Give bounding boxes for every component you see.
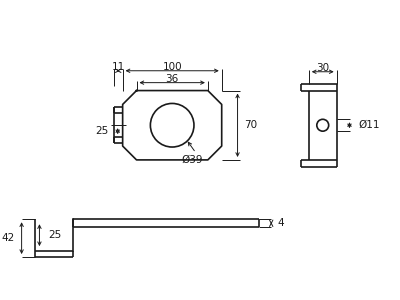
Text: 25: 25 bbox=[48, 230, 62, 240]
Text: 11: 11 bbox=[112, 62, 125, 72]
Text: 42: 42 bbox=[2, 233, 15, 243]
Text: 70: 70 bbox=[244, 120, 258, 130]
Text: Ø11: Ø11 bbox=[358, 120, 380, 130]
Text: 4: 4 bbox=[277, 218, 284, 228]
Text: 30: 30 bbox=[316, 63, 329, 73]
Text: Ø39: Ø39 bbox=[181, 155, 203, 165]
Text: 36: 36 bbox=[166, 74, 179, 84]
Text: 25: 25 bbox=[96, 126, 109, 136]
Text: 100: 100 bbox=[162, 62, 182, 72]
